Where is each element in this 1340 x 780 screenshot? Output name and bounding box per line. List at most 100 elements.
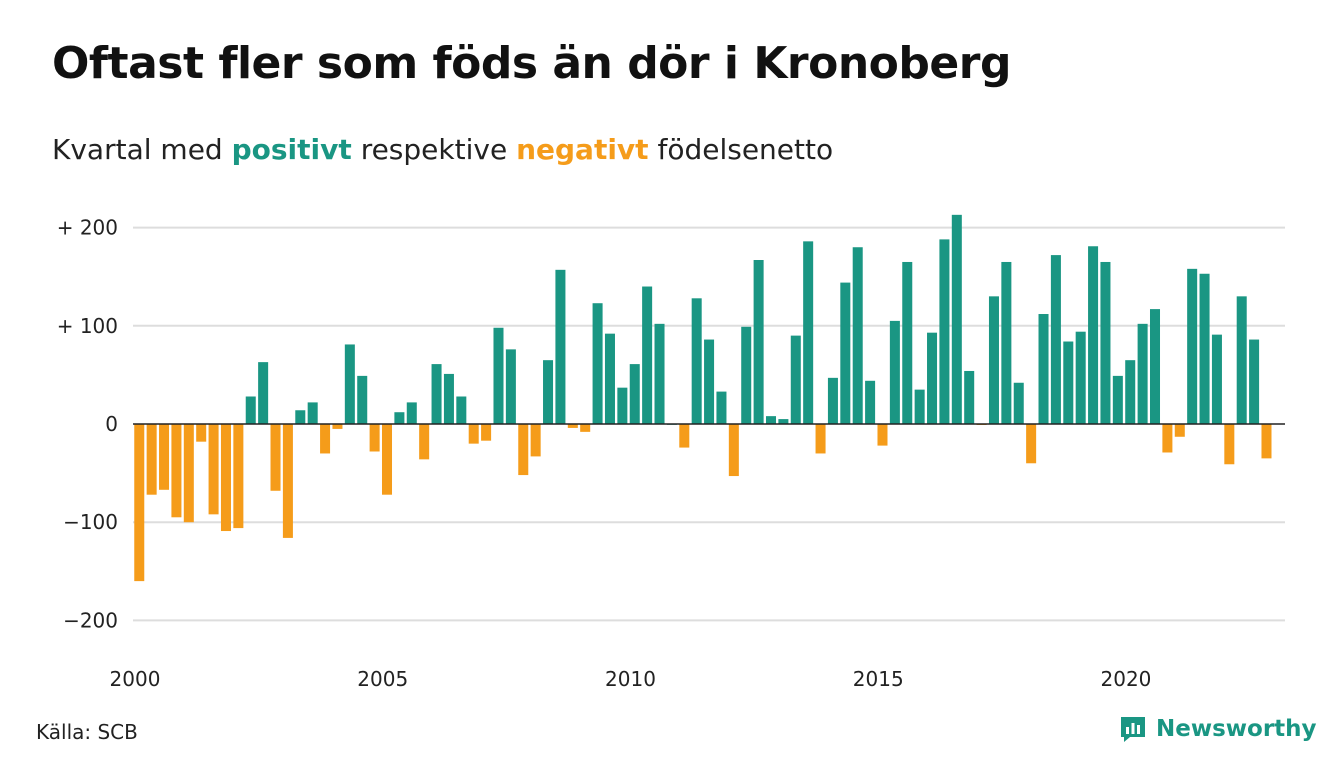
bar (1112, 375, 1123, 424)
bar (320, 424, 331, 454)
bar (765, 416, 777, 424)
y-tick-label: −100 (63, 510, 118, 534)
bar (852, 247, 863, 424)
bar (1075, 331, 1086, 424)
bar (1137, 323, 1148, 424)
bar (431, 364, 442, 424)
bar (679, 424, 690, 448)
bar (827, 377, 838, 424)
bar (146, 424, 157, 495)
bar (939, 239, 950, 424)
bar (171, 424, 182, 518)
bar (344, 344, 355, 424)
bar (840, 282, 851, 424)
subtitle-positive-label: positivt (231, 133, 352, 166)
bar (988, 296, 999, 424)
newsworthy-logo-icon (1121, 717, 1145, 742)
bar (258, 362, 269, 424)
bar (543, 360, 554, 424)
bar (1236, 296, 1247, 424)
bar (704, 339, 715, 424)
bar (1125, 360, 1136, 424)
bar (691, 298, 702, 424)
bar (518, 424, 529, 476)
bar (1063, 341, 1074, 424)
bar (1001, 261, 1012, 424)
bar (394, 412, 405, 424)
bar (307, 402, 318, 424)
bar (716, 391, 727, 424)
bar (1224, 424, 1235, 465)
bar (592, 303, 603, 424)
bar (456, 396, 467, 424)
bar (443, 373, 454, 424)
y-tick-label: + 100 (57, 314, 118, 338)
bar (914, 389, 925, 424)
bar (1211, 334, 1222, 424)
bar (1100, 261, 1111, 424)
bar (134, 424, 145, 582)
bar (468, 424, 479, 444)
bar (1174, 424, 1185, 437)
bar (530, 424, 541, 457)
bar (381, 424, 393, 495)
bar (815, 424, 826, 454)
bar (295, 410, 306, 424)
x-tick-label: 2000 (110, 667, 161, 691)
subtitle-text-end: födelsenetto (657, 133, 834, 166)
x-tick-label: 2005 (357, 667, 408, 691)
bar (196, 424, 207, 442)
x-tick-label: 2020 (1101, 667, 1152, 691)
bar (877, 424, 888, 446)
bars (134, 214, 1272, 582)
bar (332, 424, 343, 429)
bar (208, 424, 219, 515)
bar (282, 424, 293, 538)
bar (357, 375, 368, 424)
bar (889, 320, 900, 424)
bar (220, 424, 231, 532)
bar (1149, 309, 1161, 424)
bar (493, 327, 504, 424)
bar (580, 424, 591, 432)
bar (951, 214, 962, 424)
bar (642, 286, 653, 424)
bar (555, 269, 566, 424)
bar (629, 364, 640, 424)
x-tick-label: 2015 (853, 667, 904, 691)
bar (1088, 246, 1099, 424)
bar (1026, 424, 1037, 464)
bar (1013, 382, 1024, 424)
bar (419, 424, 430, 460)
bar (778, 419, 789, 424)
bar (233, 424, 244, 529)
gridlines (133, 226, 1285, 622)
source-note: Källa: SCB (36, 720, 138, 744)
y-tick-label: 0 (105, 412, 118, 436)
bar (567, 424, 578, 428)
bar (1162, 424, 1173, 453)
bar (505, 349, 516, 424)
bar (1187, 268, 1198, 424)
bar (728, 424, 739, 477)
bar (927, 332, 938, 424)
y-tick-label: + 200 (57, 216, 118, 240)
bar (481, 424, 492, 441)
y-axis-tick-labels: + 200 + 100 0 −100 −200 (57, 216, 118, 633)
bar (183, 424, 194, 523)
brand-logo: Newsworthy (1118, 714, 1317, 744)
bar (803, 241, 814, 424)
bar (159, 424, 170, 490)
bar (865, 380, 876, 424)
x-axis-tick-labels: 2000 2005 2010 2015 2020 (110, 667, 1152, 691)
bar (245, 396, 256, 424)
bar (902, 261, 913, 424)
bar (1261, 424, 1272, 459)
subtitle-text-start: Kvartal med (52, 133, 223, 166)
chart-subtitle: Kvartal med positivt respektive negativt… (52, 133, 833, 166)
bar (741, 326, 752, 424)
x-tick-label: 2010 (605, 667, 656, 691)
bar (1199, 273, 1210, 424)
y-tick-label: −200 (63, 608, 118, 632)
